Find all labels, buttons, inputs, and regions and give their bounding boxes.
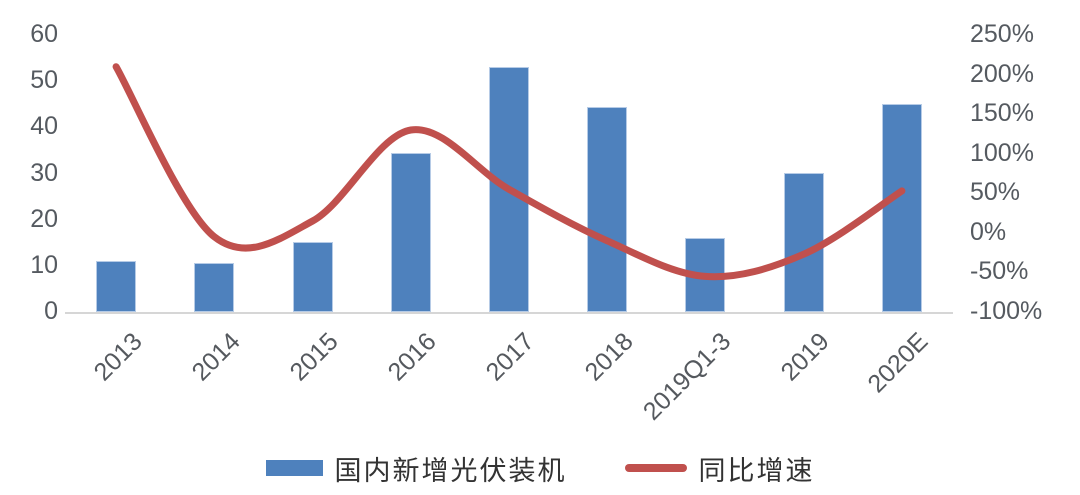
right-axis-tick-label: 200%	[970, 59, 1034, 88]
bar	[390, 152, 431, 312]
legend-label-bars: 国内新增光伏装机	[334, 455, 567, 487]
x-axis-line	[65, 312, 953, 314]
left-axis-tick-label: 60	[30, 20, 58, 48]
right-axis-tick-label: -50%	[970, 257, 1029, 286]
legend-item-bars: 国内新增光伏装机	[265, 449, 567, 488]
right-axis-tick-label: 150%	[970, 99, 1034, 128]
left-axis-tick-label: 40	[30, 112, 58, 141]
bar	[194, 263, 235, 312]
right-axis-tick-label: 0%	[970, 217, 1007, 246]
growth-line	[112, 63, 906, 281]
left-axis-tick-label: 0	[44, 297, 58, 325]
legend: 国内新增光伏装机 同比增速	[0, 446, 1080, 490]
left-axis-tick-label: 10	[30, 250, 58, 279]
right-axis-tick-label: 250%	[970, 20, 1034, 48]
line-series-swatch	[624, 464, 687, 472]
legend-label-line: 同比增速	[698, 455, 815, 487]
legend-item-line: 同比增速	[624, 449, 815, 488]
right-axis-tick-label: -100%	[970, 297, 1043, 325]
bar	[96, 261, 137, 312]
bar	[587, 107, 628, 312]
bar	[292, 242, 333, 312]
bar-series-swatch	[265, 460, 323, 476]
right-axis-tick-label: 50%	[970, 178, 1021, 207]
left-axis-tick-label: 20	[30, 204, 58, 233]
right-axis-tick-label: 100%	[970, 138, 1034, 167]
left-axis-tick-label: 30	[30, 158, 58, 187]
left-axis-tick-label: 50	[30, 66, 58, 95]
